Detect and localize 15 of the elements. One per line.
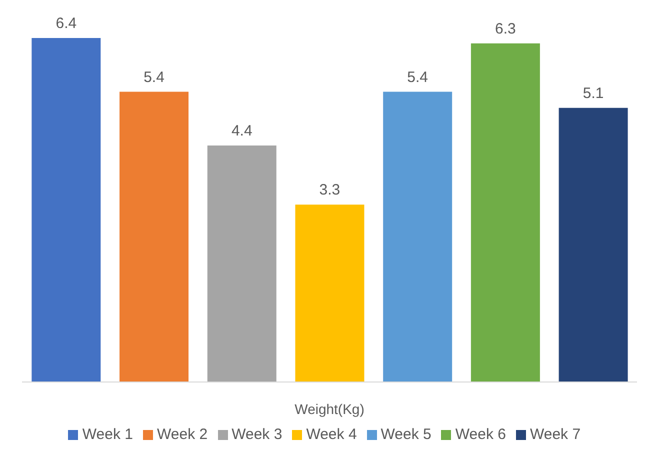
data-label: 5.4 (144, 68, 164, 86)
data-label: 5.4 (407, 68, 428, 86)
legend-label: Week 6 (455, 426, 506, 443)
legend-label: Week 3 (232, 426, 282, 443)
data-label: 3.3 (319, 182, 340, 199)
data-label: 5.1 (582, 84, 604, 102)
legend-label: Week 2 (157, 426, 208, 443)
legend-label: Week 1 (82, 426, 134, 443)
legend-label: Week 5 (380, 426, 432, 443)
data-label: 4.4 (231, 122, 252, 140)
x-axis-title: Weight(Kg) (294, 401, 364, 417)
data-label: 6.4 (56, 15, 77, 32)
legend-label: Week 7 (530, 426, 581, 443)
data-label: 6.3 (495, 20, 516, 38)
legend-label: Week 4 (306, 426, 357, 443)
